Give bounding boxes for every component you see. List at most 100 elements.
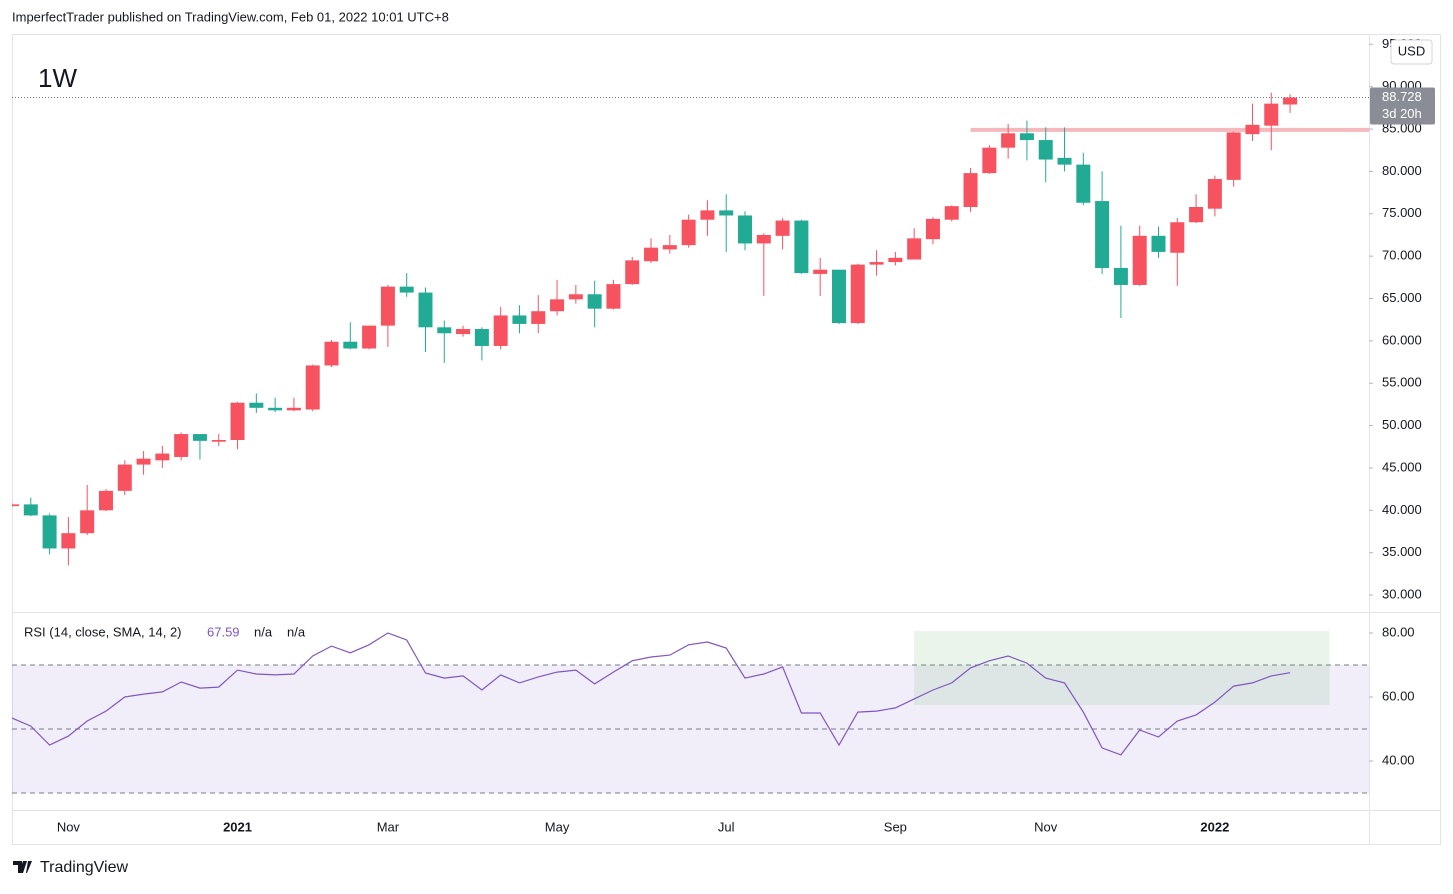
x-tick-label: May — [545, 819, 570, 834]
logo-mark — [13, 861, 32, 873]
candle-body — [850, 264, 865, 324]
candle-body — [80, 510, 95, 534]
rsi-extra: n/a — [254, 624, 273, 639]
candle-body — [756, 234, 771, 244]
candle-body — [1189, 206, 1204, 223]
candle-body — [98, 490, 113, 511]
publish-info: ImperfectTrader published on TradingView… — [12, 9, 449, 24]
candle-body — [1038, 140, 1053, 160]
candle-body — [1113, 268, 1128, 285]
x-tick-label: Mar — [377, 819, 400, 834]
frame — [12, 34, 1441, 845]
candle-body — [1245, 124, 1260, 135]
candle-body — [531, 311, 546, 324]
candle-body — [831, 269, 846, 324]
x-tick-label: Nov — [57, 819, 81, 834]
y-tick-label: 80.000 — [1382, 163, 1422, 178]
candle-body — [1226, 132, 1241, 180]
candle-body — [230, 402, 245, 441]
candle-body — [23, 504, 38, 516]
candle-body — [568, 294, 583, 300]
footer-logo: TradingView — [13, 859, 128, 876]
y-tick-label: 55.000 — [1382, 375, 1422, 390]
candle-body — [399, 286, 414, 293]
rsi-extra: n/a — [287, 624, 306, 639]
candle-body — [192, 434, 207, 441]
candle-body — [907, 238, 922, 260]
last-price-label: 88.728 — [1382, 89, 1422, 104]
candle-body — [813, 269, 828, 274]
candle-body — [324, 341, 339, 366]
y-tick-label: 30.000 — [1382, 586, 1422, 601]
candle-body — [12, 504, 19, 507]
candle-body — [286, 407, 301, 411]
currency-box — [1390, 39, 1433, 65]
candle-body — [474, 329, 489, 346]
x-tick-label: Jul — [718, 819, 735, 834]
highlight-box — [914, 631, 1330, 706]
candle-body — [1151, 235, 1166, 252]
candle-body — [211, 440, 226, 442]
candle-body — [362, 325, 377, 349]
y-tick-label: 40.00 — [1382, 752, 1415, 767]
candle-body — [493, 315, 508, 346]
y-tick-label: 75.000 — [1382, 205, 1422, 220]
candle-body — [1001, 133, 1016, 148]
candle-body — [1132, 235, 1147, 285]
x-tick-label: 2022 — [1200, 819, 1229, 834]
y-tick-label: 60.00 — [1382, 688, 1415, 703]
candle-body — [625, 260, 640, 285]
axes: 30.000 35.000 40.000 45.000 50.000 55.000 60.0… — [57, 36, 1435, 834]
candle-body — [174, 434, 189, 457]
candle-body — [738, 215, 753, 244]
candle-body — [1207, 179, 1222, 209]
candle-body — [662, 245, 677, 250]
candle-body — [380, 286, 395, 326]
candle-body — [719, 210, 734, 216]
candle-body — [42, 515, 57, 549]
candle-body — [268, 407, 283, 411]
rsi-title: RSI (14, close, SMA, 14, 2) — [24, 624, 182, 639]
candle-body — [249, 402, 264, 408]
candle-body — [644, 247, 659, 262]
candle-body — [1095, 201, 1110, 269]
candle-body — [1057, 157, 1072, 165]
y-tick-label: 35.000 — [1382, 544, 1422, 559]
x-tick-label: Nov — [1034, 819, 1058, 834]
candle-body — [925, 218, 940, 240]
footer-brand: TradingView — [40, 859, 128, 876]
candle-body — [888, 257, 903, 263]
candle-body — [1264, 103, 1279, 126]
candle-body — [1019, 133, 1034, 141]
candle-body — [117, 464, 132, 491]
candle-body — [1076, 164, 1091, 203]
y-tick-label: 70.000 — [1382, 248, 1422, 263]
price-pane — [12, 92, 1369, 566]
candle-body — [61, 533, 76, 549]
candle-body — [700, 210, 715, 220]
candle-body — [963, 173, 978, 207]
x-tick-label: 2021 — [223, 819, 252, 834]
candle-body — [456, 329, 471, 335]
rsi-pane — [12, 631, 1369, 794]
y-tick-label: 45.000 — [1382, 459, 1422, 474]
interval-label: 1W — [38, 63, 77, 93]
y-tick-label: 80.00 — [1382, 624, 1415, 639]
candle-body — [775, 220, 790, 236]
candle-body — [587, 294, 602, 309]
candle-body — [437, 327, 452, 334]
countdown-label: 3d 20h — [1382, 106, 1422, 121]
candle-body — [1170, 222, 1185, 253]
y-tick-label: 60.000 — [1382, 332, 1422, 347]
candle-body — [418, 292, 433, 328]
candle-body — [155, 453, 170, 461]
candle-body — [869, 262, 884, 265]
y-tick-label: 65.000 — [1382, 290, 1422, 305]
y-tick-label: 50.000 — [1382, 417, 1422, 432]
candle-body — [606, 284, 621, 309]
x-tick-label: Sep — [884, 819, 907, 834]
candle-body — [136, 458, 151, 465]
last-price-box — [1370, 87, 1435, 125]
